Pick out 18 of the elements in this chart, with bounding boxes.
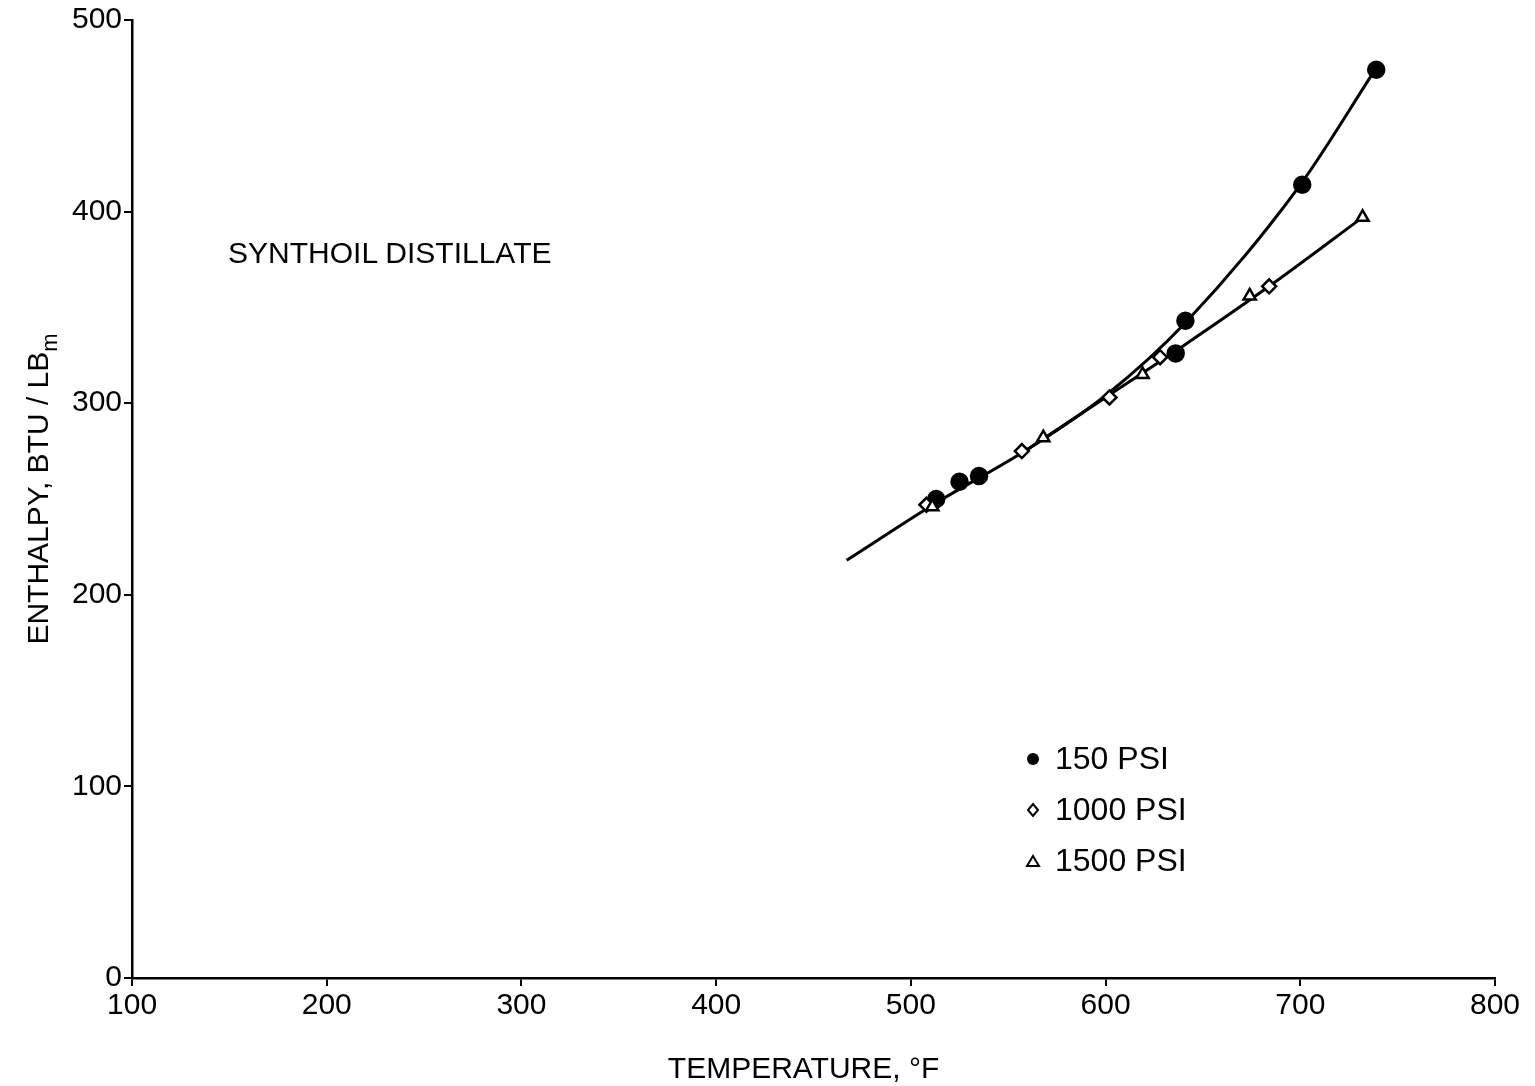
x-tick-label: 800 xyxy=(1469,987,1521,1021)
y-tick-label: 400 xyxy=(71,192,123,226)
legend-label: 1500 PSI xyxy=(1055,841,1187,880)
y-tick-label: 500 xyxy=(71,1,123,35)
legend-label: 1000 PSI xyxy=(1055,790,1187,829)
y-axis-title: ENTHALPY, BTU / LBm xyxy=(21,333,62,645)
x-axis-title: TEMPERATURE, °F xyxy=(667,1051,940,1084)
x-tick-label: 600 xyxy=(1080,987,1131,1021)
x-tick-label: 400 xyxy=(691,987,742,1021)
x-tick-label: 500 xyxy=(885,987,936,1021)
annotation: SYNTHOIL DISTILLATE xyxy=(228,236,552,269)
x-tick-label: 300 xyxy=(496,987,547,1021)
y-tick-label: 200 xyxy=(71,576,123,610)
y-tick-label: 100 xyxy=(71,767,123,801)
y-tick-label: 300 xyxy=(71,384,123,418)
x-tick-label: 200 xyxy=(301,987,352,1021)
x-tick-label: 700 xyxy=(1275,987,1326,1021)
legend-label: 150 PSI xyxy=(1055,739,1169,778)
